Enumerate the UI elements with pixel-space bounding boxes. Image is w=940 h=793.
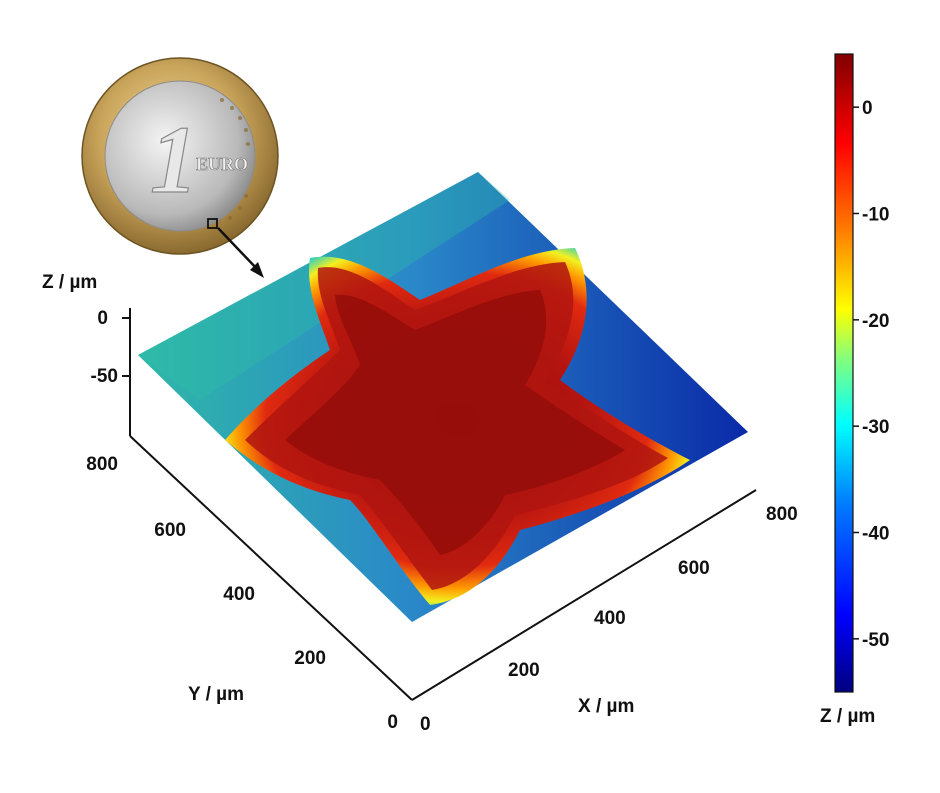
coin-stars bbox=[220, 98, 250, 220]
y-axis: 800 600 400 200 0 Y / µm bbox=[86, 435, 413, 733]
colorbar-tick-label: -10 bbox=[862, 205, 889, 226]
x-axis-label: X / µm bbox=[578, 696, 634, 717]
x-tick-0: 0 bbox=[420, 714, 431, 735]
x-axis: 0 200 400 600 800 X / µm bbox=[411, 489, 798, 735]
coin-numeral: 1 bbox=[150, 106, 198, 213]
z-axis: 0 -50 Z / µm bbox=[42, 272, 131, 436]
surface bbox=[138, 172, 748, 622]
colorbar-tick-label: -40 bbox=[862, 524, 889, 545]
colorbar-tick-label: -50 bbox=[862, 630, 889, 651]
y-tick-400: 400 bbox=[223, 584, 255, 605]
colorbar-ramp bbox=[834, 53, 854, 693]
x-tick-800: 800 bbox=[766, 504, 798, 525]
colorbar-tick-label: -30 bbox=[862, 417, 889, 438]
x-tick-400: 400 bbox=[594, 608, 626, 629]
z-tick-0: 0 bbox=[97, 308, 108, 329]
y-tick-600: 600 bbox=[154, 520, 186, 541]
z-axis-label: Z / µm bbox=[42, 272, 97, 293]
coin-inset: 1 EURO bbox=[81, 57, 279, 278]
y-tick-0: 0 bbox=[387, 712, 398, 733]
y-tick-200: 200 bbox=[294, 648, 326, 669]
coin-euro-text: EURO bbox=[196, 154, 248, 174]
star-core bbox=[285, 290, 625, 555]
y-tick-800: 800 bbox=[86, 454, 118, 475]
coin-arrow-head bbox=[250, 262, 264, 278]
coin-magnify-box bbox=[207, 218, 218, 229]
y-axis-label: Y / µm bbox=[188, 684, 244, 705]
colorbar: 0 -10 -20 -30 -40 -50 Z / µm bbox=[820, 53, 889, 727]
x-tick-200: 200 bbox=[508, 660, 540, 681]
colorbar-label: Z / µm bbox=[820, 706, 875, 727]
coin-inner-disc bbox=[104, 80, 256, 232]
colorbar-tick-label: -20 bbox=[862, 311, 889, 332]
x-tick-600: 600 bbox=[678, 558, 710, 579]
z-tick-minus50: -50 bbox=[91, 366, 118, 387]
colorbar-tick-label: 0 bbox=[862, 98, 873, 119]
coin-arrow-line bbox=[217, 227, 259, 271]
